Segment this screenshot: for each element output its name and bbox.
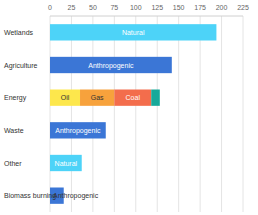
- tick-label: 175: [194, 4, 206, 11]
- category-label: Biomass burning: [4, 192, 56, 200]
- tick-label: 200: [216, 4, 228, 11]
- segment-label: Anthropogenic: [53, 192, 99, 200]
- tick-label: 50: [89, 4, 97, 11]
- tick-label: 100: [130, 4, 142, 11]
- segment-label: Oil: [61, 94, 70, 101]
- grid-line: [243, 16, 244, 212]
- bars: [50, 24, 216, 204]
- segment-label: Gas: [91, 94, 104, 101]
- grid-line: [178, 16, 179, 212]
- grid-line: [92, 16, 93, 212]
- tick-label: 0: [48, 4, 52, 11]
- bar-segment: [114, 90, 151, 106]
- grid-line: [114, 16, 115, 212]
- bar-segment: [50, 90, 80, 106]
- category-label: Agriculture: [4, 62, 38, 70]
- segment-label: Anthropogenic: [55, 127, 101, 135]
- segment-label: Coal: [126, 94, 141, 101]
- bar-segment: [50, 24, 216, 40]
- segment-label: Natural: [55, 160, 78, 167]
- bar-segment: [80, 90, 114, 106]
- bar-segment: [50, 57, 172, 73]
- category-label: Waste: [4, 127, 24, 134]
- segment-labels: Natural Anthropogenic Oil Gas Coal Anthropoge…: [53, 29, 145, 200]
- axis-line: [50, 16, 243, 17]
- grid-line: [135, 16, 136, 212]
- grid-line: [71, 16, 72, 212]
- category-label: Other: [4, 160, 22, 167]
- chart: 0 25 50 75 100 125 150 175 200 225 Natural Anthropo…: [0, 0, 258, 215]
- tick-label: 225: [237, 4, 249, 11]
- grid-line: [157, 16, 158, 212]
- grid-line: [50, 16, 51, 212]
- bar-segment: [151, 90, 160, 106]
- segment-label: Anthropogenic: [88, 62, 134, 70]
- tick-label: 150: [173, 4, 185, 11]
- tick-label: 25: [68, 4, 76, 11]
- grid-line: [200, 16, 201, 212]
- grid-line: [221, 16, 222, 212]
- tick-label: 125: [151, 4, 163, 11]
- bar-segment: [50, 155, 82, 171]
- segment-label: Natural: [122, 29, 145, 36]
- tick-label: 75: [110, 4, 118, 11]
- category-label: Wetlands: [4, 29, 34, 36]
- category-label: Energy: [4, 94, 27, 102]
- bar-segment: [50, 122, 106, 138]
